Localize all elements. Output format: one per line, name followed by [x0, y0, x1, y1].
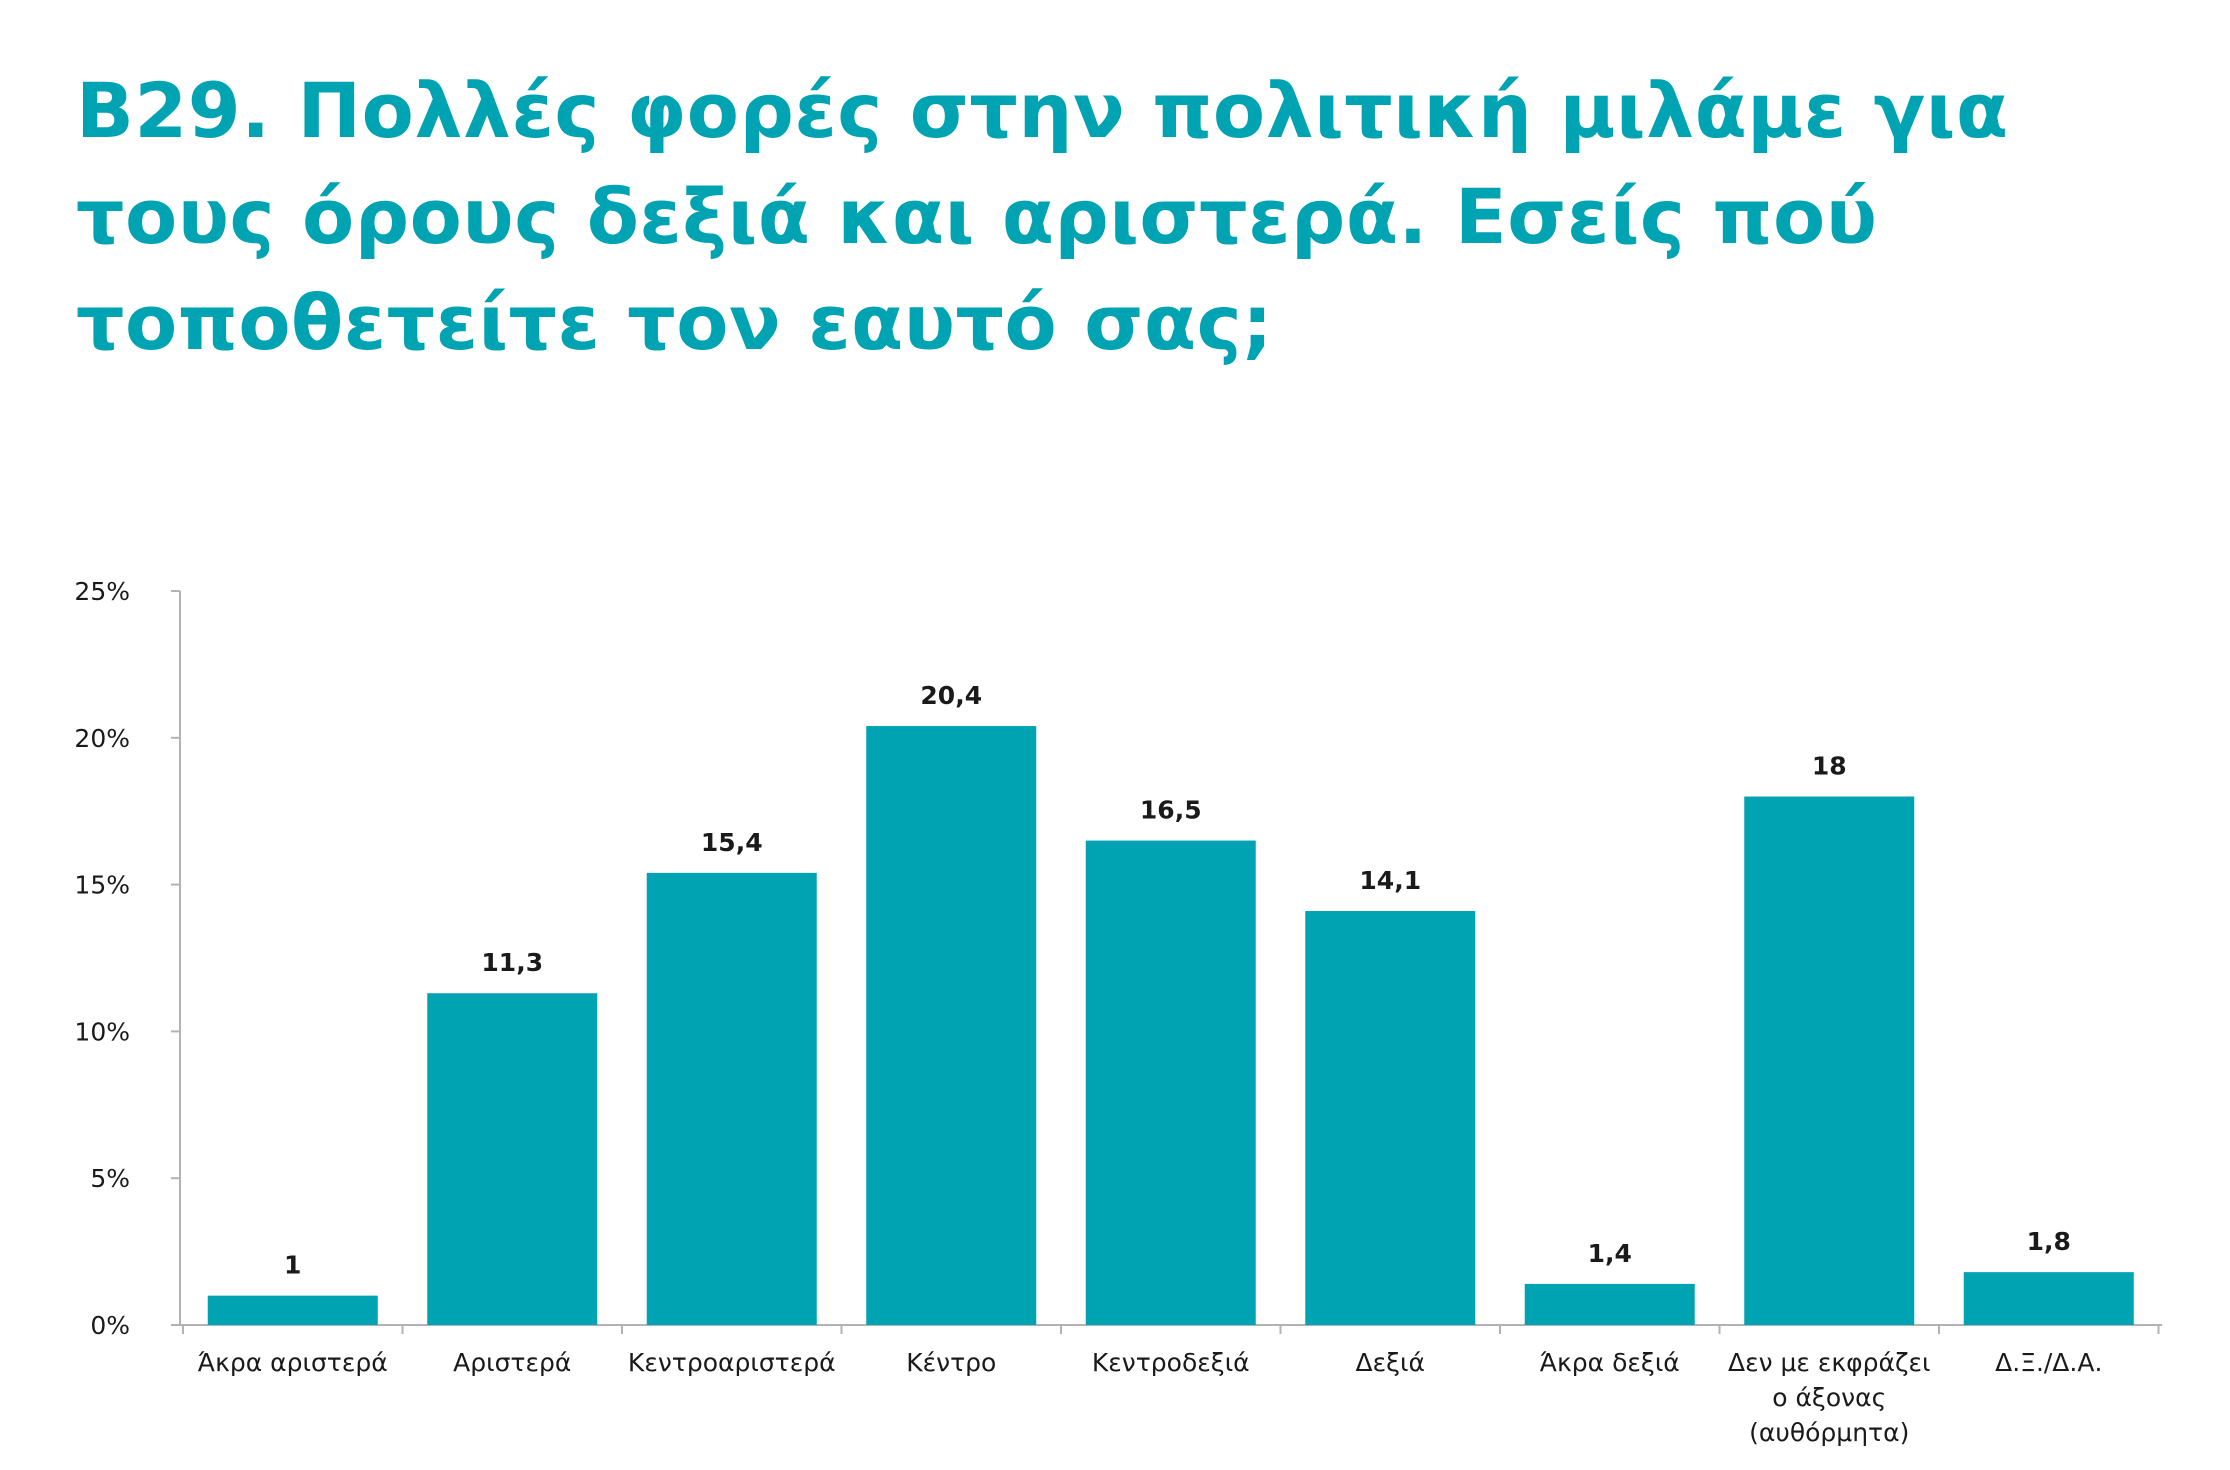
- category-label: Κεντροαριστερά: [628, 1348, 836, 1377]
- bar: [1524, 1283, 1695, 1325]
- data-label: 1,8: [2027, 1227, 2071, 1256]
- bar: [1963, 1272, 2134, 1325]
- data-label: 16,5: [1140, 796, 1202, 825]
- category-label: Δεν με εκφράζει ο άξονας (αυθόρμητα): [1728, 1348, 1931, 1447]
- data-label: 1: [284, 1251, 301, 1280]
- bar: [1744, 796, 1915, 1325]
- category-label: Άκρα αριστερά: [198, 1348, 388, 1377]
- data-label: 20,4: [920, 681, 982, 710]
- y-tick-label: 0%: [90, 1311, 130, 1340]
- category-label: Δ.Ξ./Δ.Α.: [1995, 1348, 2102, 1377]
- y-tick-label: 5%: [90, 1164, 130, 1193]
- data-label: 11,3: [481, 948, 543, 977]
- category-label: Κέντρο: [906, 1348, 996, 1377]
- data-labels: 1 11,3 15,4 20,4 16,5 14,1 1,4 18 1,8: [284, 681, 2071, 1280]
- bar: [866, 726, 1037, 1325]
- data-label: 18: [1812, 752, 1847, 781]
- bar: [1085, 840, 1256, 1325]
- bars: [207, 726, 2134, 1325]
- y-tick-label: 25%: [74, 577, 130, 606]
- y-tick-label: 15%: [74, 871, 130, 900]
- y-axis: 0% 5% 10% 15% 20% 25%: [74, 577, 181, 1340]
- category-labels: Άκρα αριστερά Αριστερά Κεντροαριστερά Κέντρ…: [198, 1348, 2103, 1447]
- category-label: Αριστερά: [453, 1348, 571, 1377]
- category-label: Δεξιά: [1356, 1348, 1426, 1377]
- category-label: Κεντροδεξιά: [1092, 1348, 1250, 1377]
- data-label: 14,1: [1359, 866, 1421, 895]
- data-label: 1,4: [1588, 1239, 1632, 1268]
- bar: [207, 1295, 378, 1325]
- bar: [646, 872, 817, 1325]
- x-axis: [180, 1324, 2162, 1334]
- y-tick-label: 20%: [74, 724, 130, 753]
- category-label: Άκρα δεξιά: [1540, 1348, 1680, 1377]
- y-tick-label: 10%: [74, 1017, 130, 1046]
- chart-title: Β29. Πολλές φορές στην πολιτική μιλάμε γ…: [76, 66, 2009, 367]
- bar: [1305, 911, 1476, 1325]
- data-label: 15,4: [701, 828, 763, 857]
- bar: [427, 993, 598, 1325]
